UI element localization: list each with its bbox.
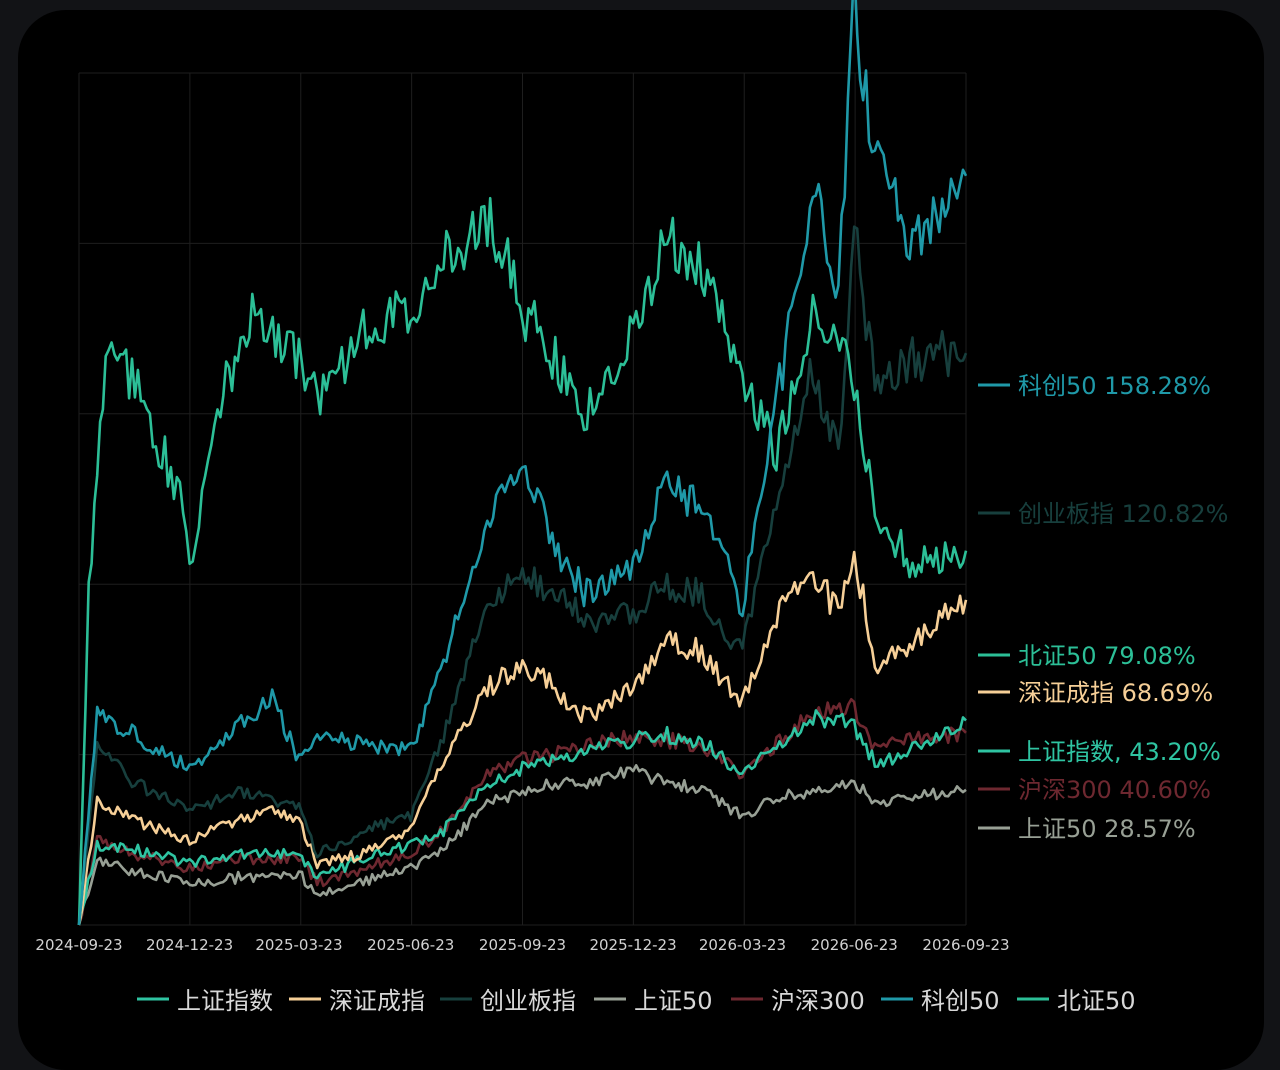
series-line	[77, 0, 968, 926]
x-tick-label: 2025-03-23	[255, 936, 342, 954]
end-label: 创业板指 120.82%	[1018, 500, 1228, 528]
x-tick-label: 2025-06-23	[367, 936, 454, 954]
legend: 上证指数 深证成指 创业板指 上证50 沪深300 科创50 北证50	[137, 987, 1136, 1015]
x-tick-label: 2025-12-23	[589, 936, 676, 954]
x-tick-label: 2026-06-23	[811, 936, 898, 954]
legend-item-label[interactable]: 深证成指	[329, 987, 425, 1015]
series-line	[77, 196, 968, 926]
x-tick-label: 2026-09-23	[922, 936, 1009, 954]
x-tick-label: 2024-09-23	[35, 936, 122, 954]
end-labels: 上证指数, 43.20% 深证成指 68.69% 创业板指 120.82% 上证50 …	[978, 372, 1228, 843]
x-tick-label: 2026-03-23	[699, 936, 786, 954]
x-tick-label: 2025-09-23	[479, 936, 566, 954]
series-lines	[77, 0, 968, 926]
end-label: 科创50 158.28%	[1018, 372, 1211, 400]
series-line	[77, 709, 967, 926]
end-label: 上证50 28.57%	[1018, 815, 1196, 843]
legend-item-label[interactable]: 上证50	[634, 987, 713, 1015]
end-label: 沪深300 40.60%	[1018, 776, 1211, 804]
legend-item-label[interactable]: 沪深300	[771, 987, 865, 1015]
end-label: 深证成指 68.69%	[1018, 679, 1213, 707]
legend-item-label[interactable]: 上证指数	[177, 987, 273, 1015]
end-label: 北证50 79.08%	[1018, 642, 1196, 670]
chart-card	[18, 10, 1264, 1070]
legend-item-label[interactable]: 北证50	[1057, 987, 1136, 1015]
x-axis-ticks: 2024-09-23 2024-12-23 2025-03-23 2025-06-23…	[35, 936, 1009, 954]
end-label: 上证指数, 43.20%	[1018, 738, 1221, 766]
series-line	[77, 550, 968, 926]
grid	[78, 72, 967, 926]
x-tick-label: 2024-12-23	[146, 936, 233, 954]
series-line	[77, 225, 968, 926]
legend-item-label[interactable]: 创业板指	[480, 987, 576, 1015]
series-line	[77, 764, 967, 926]
legend-item-label[interactable]: 科创50	[921, 987, 1000, 1015]
